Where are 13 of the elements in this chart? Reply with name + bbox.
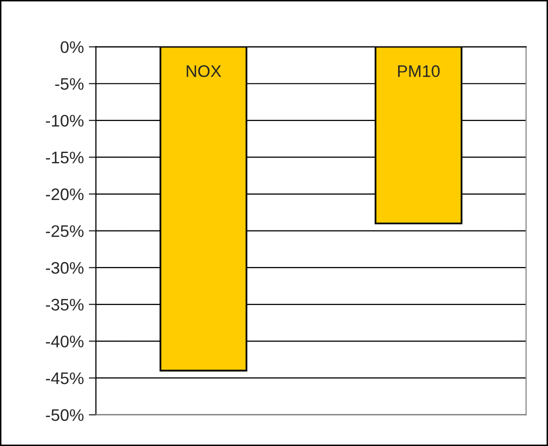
y-tick-label: -30% [46,262,84,274]
x-tick-label: NOX [186,65,222,78]
y-tick-label: -40% [46,336,84,348]
y-tick-label: -10% [46,114,84,127]
y-tick-label: -20% [46,188,84,200]
y-tick-label: -5% [55,78,84,90]
y-tick-label: -25% [46,225,84,238]
y-tick-label: -15% [46,152,84,164]
y-tick-label: -50% [46,409,84,421]
y-tick-label: -45% [46,372,84,384]
y-tick-label: -35% [46,298,84,311]
x-tick-label: PM10 [398,65,440,78]
y-tick-label: 0% [60,41,84,54]
